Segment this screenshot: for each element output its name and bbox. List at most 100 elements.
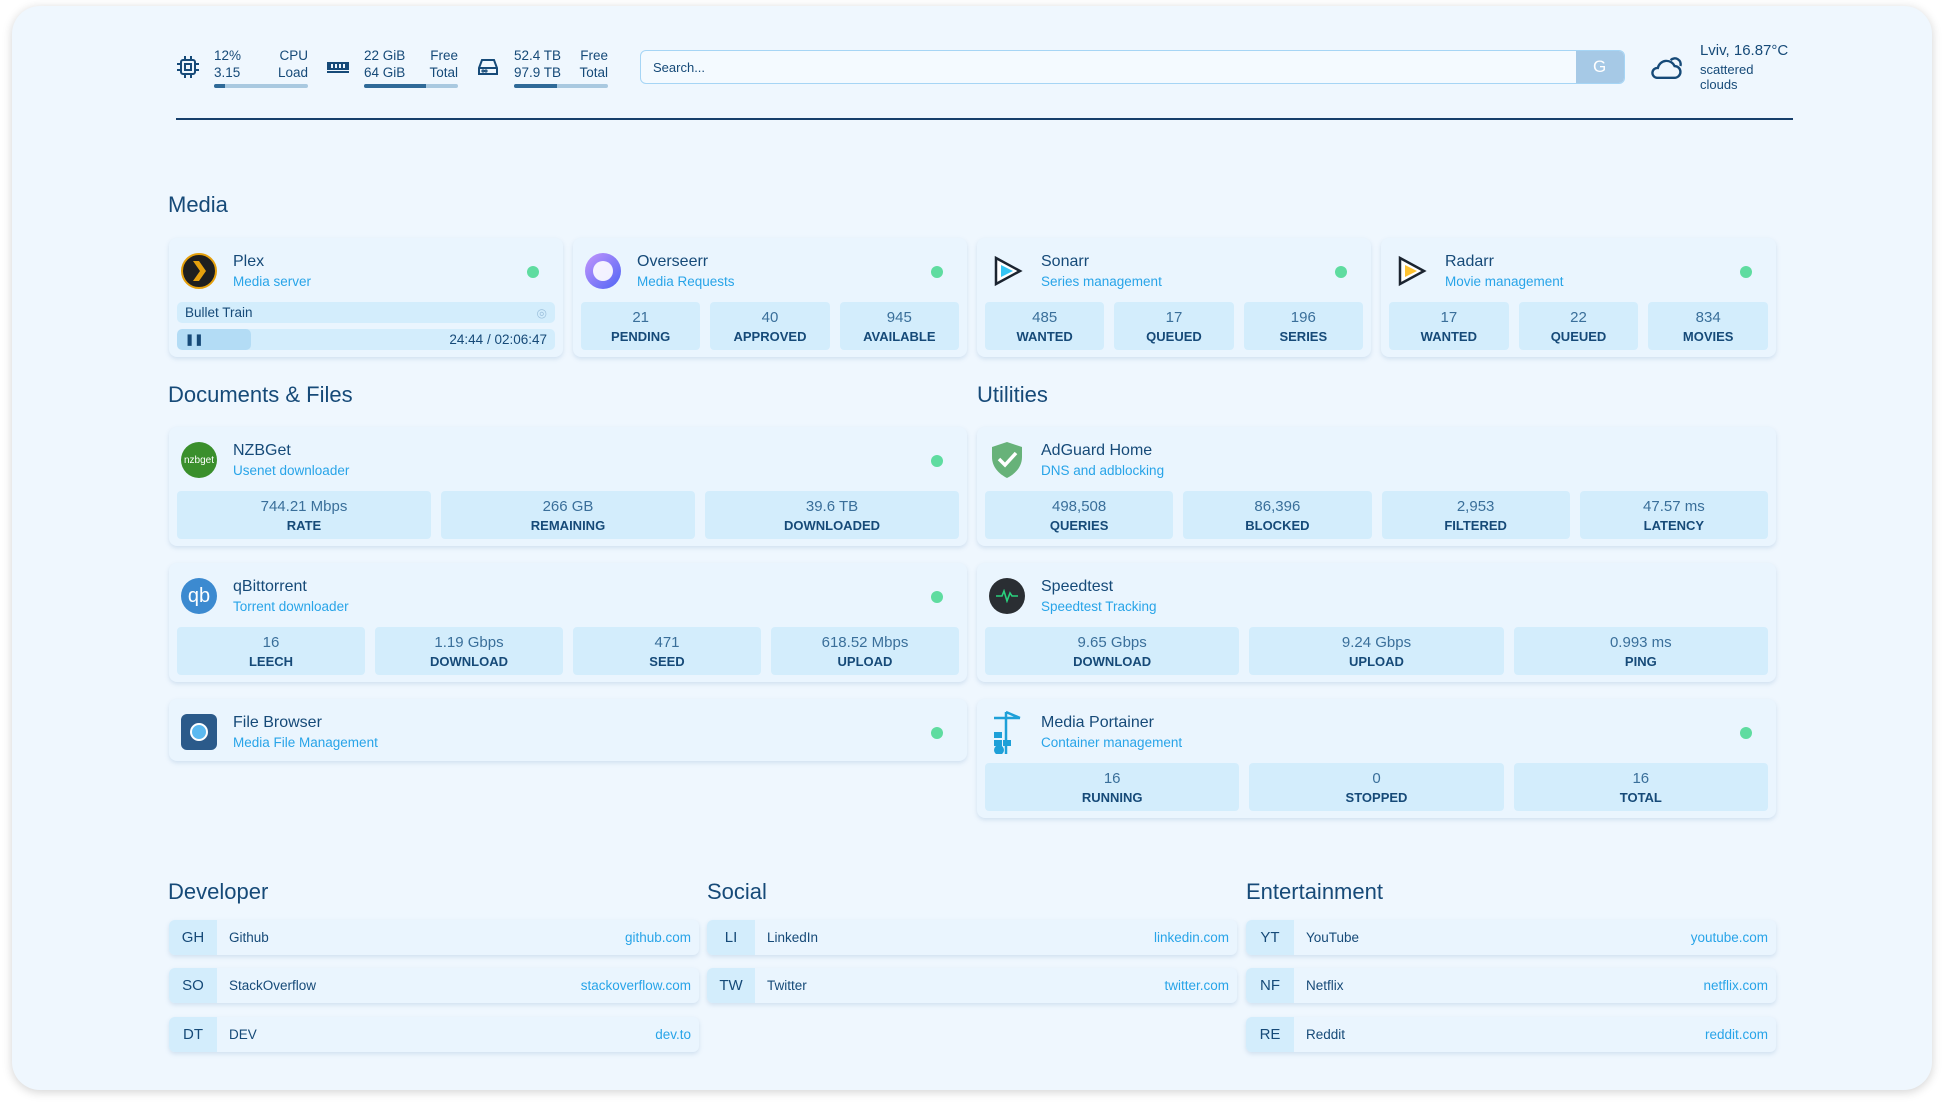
bookmark-netflix[interactable]: NF Netflix netflix.com <box>1246 968 1776 1003</box>
service-title: Radarr <box>1445 253 1494 270</box>
pause-icon[interactable]: ❚❚ <box>185 334 204 346</box>
resource-label: Free <box>580 47 608 63</box>
service-card-nzbget[interactable]: nzbget NZBGet Usenet downloader 744.21 Mb… <box>169 427 967 546</box>
stat-value: 618.52 Mbps <box>821 634 909 651</box>
status-dot <box>931 266 943 278</box>
stat-value: 834 <box>1695 309 1721 326</box>
bookmark-url[interactable]: dev.to <box>655 1027 691 1042</box>
status-dot <box>931 591 943 603</box>
service-card-overseerr[interactable]: Overseerr Media Requests 21 PENDING 40 APPRO… <box>573 238 967 357</box>
stat-block: 945 AVAILABLE <box>839 302 959 350</box>
stat-block: 471 SEED <box>573 627 761 675</box>
service-card-speedtest[interactable]: Speedtest Speedtest Tracking 9.65 Gbps DOW… <box>977 563 1776 682</box>
stat-label: FILTERED <box>1444 518 1507 533</box>
service-subtitle: Torrent downloader <box>233 599 349 614</box>
resource-row: 97.9 TB Total <box>514 64 608 81</box>
status-dot <box>931 455 943 467</box>
service-card-portainer[interactable]: Media Portainer Container management 16 RU… <box>977 699 1776 818</box>
resource-value: 97.9 TB <box>514 64 562 80</box>
service-stats: 9.65 Gbps DOWNLOAD 9.24 Gbps UPLOAD 0.993 ms… <box>985 627 1768 675</box>
bookmark-youtube[interactable]: YT YouTube youtube.com <box>1246 920 1776 955</box>
section-heading-media: Media <box>168 192 228 217</box>
stat-label: DOWNLOAD <box>1073 654 1152 669</box>
weather-widget: Lviv, 16.87°C scattered clouds <box>1649 42 1793 92</box>
speedtest-pulse-icon <box>989 578 1025 614</box>
service-card-qbittorrent[interactable]: qb qBittorrent Torrent downloader 16 LEECH… <box>169 563 967 682</box>
status-dot <box>931 727 943 739</box>
service-subtitle: Container management <box>1041 735 1183 750</box>
stat-value: 266 GB <box>542 498 594 515</box>
stat-label: LATENCY <box>1643 518 1705 533</box>
stat-block: 16 TOTAL <box>1513 763 1768 811</box>
bookmark-url[interactable]: netflix.com <box>1703 978 1768 993</box>
service-header: nzbget NZBGet Usenet downloader <box>177 435 959 485</box>
status-dot <box>1740 266 1752 278</box>
bookmark-url[interactable]: stackoverflow.com <box>580 978 691 993</box>
resource-values: 22 GiB Free 64 GiB Total <box>364 47 458 88</box>
service-card-filebrowser[interactable]: File Browser Media File Management <box>169 699 967 761</box>
bookmark-linkedin[interactable]: LI LinkedIn linkedin.com <box>707 920 1237 955</box>
service-card-adguard[interactable]: AdGuard Home DNS and adblocking 498,508 QU… <box>977 427 1776 546</box>
bookmark-dev[interactable]: DT DEV dev.to <box>169 1017 699 1052</box>
adguard-shield-icon <box>989 442 1025 478</box>
section-heading-social: Social <box>707 879 767 904</box>
usage-bar <box>214 83 308 88</box>
stat-block: 17 WANTED <box>1389 302 1509 350</box>
qbittorrent-logo-icon: qb <box>181 578 217 614</box>
stat-block: 39.6 TB DOWNLOADED <box>705 491 959 539</box>
plex-logo-icon <box>181 253 217 289</box>
resource-values: 12% CPU 3.15 Load <box>214 47 308 88</box>
stat-value: 39.6 TB <box>805 498 859 515</box>
stat-label: QUEUED <box>1146 329 1202 344</box>
bookmark-twitter[interactable]: TW Twitter twitter.com <box>707 968 1237 1003</box>
service-card-radarr[interactable]: Radarr Movie management 17 WANTED 22 QUEUED 8… <box>1381 238 1776 357</box>
bookmark-reddit[interactable]: RE Reddit reddit.com <box>1246 1017 1776 1052</box>
stat-block: 86,396 BLOCKED <box>1183 491 1372 539</box>
stat-value: 485 <box>1032 309 1058 326</box>
status-dot <box>1740 727 1752 739</box>
section-heading-utilities: Utilities <box>977 382 1048 407</box>
stat-block: 17 QUEUED <box>1114 302 1234 350</box>
stat-value: 2,953 <box>1456 498 1495 515</box>
bookmark-url[interactable]: youtube.com <box>1690 930 1768 945</box>
stat-value: 744.21 Mbps <box>260 498 348 515</box>
stat-value: 471 <box>654 634 680 651</box>
bookmark-name: StackOverflow <box>229 978 317 993</box>
stat-label: WANTED <box>1016 329 1073 344</box>
bookmark-url[interactable]: twitter.com <box>1164 978 1229 993</box>
bookmark-url[interactable]: reddit.com <box>1704 1027 1768 1042</box>
service-card-sonarr[interactable]: Sonarr Series management 485 WANTED 17 QUEUE… <box>977 238 1371 357</box>
cpu-icon <box>176 55 200 79</box>
resource-0: 12% CPU 3.15 Load <box>176 47 308 88</box>
playback-progress[interactable]: ❚❚ 24:44 / 02:06:47 <box>177 329 555 350</box>
bookmark-stackoverflow[interactable]: SO StackOverflow stackoverflow.com <box>169 968 699 1003</box>
resource-value: 52.4 TB <box>514 47 562 63</box>
bookmark-name: LinkedIn <box>767 930 819 945</box>
stat-label: SEED <box>649 654 685 669</box>
stat-value: 17 <box>1165 309 1183 326</box>
stat-block: 0.993 ms PING <box>1513 627 1768 675</box>
search-provider-button[interactable]: G <box>1575 51 1624 83</box>
weather-location-temp: Lviv, 16.87°C <box>1699 42 1789 59</box>
search-input[interactable] <box>641 59 1576 75</box>
stat-block: 16 RUNNING <box>985 763 1240 811</box>
bookmark-github[interactable]: GH Github github.com <box>169 920 699 955</box>
bookmark-abbr: NF <box>1246 968 1294 1003</box>
stat-value: 17 <box>1440 309 1458 326</box>
memory-icon <box>326 55 350 79</box>
service-header: Speedtest Speedtest Tracking <box>985 571 1768 621</box>
nzbget-logo-icon: nzbget <box>181 442 217 478</box>
usage-bar <box>364 83 458 88</box>
top-bar: 12% CPU 3.15 Load 22 GiB Free 64 GiB Total 5… <box>176 42 1793 92</box>
stat-value: 22 <box>1570 309 1587 326</box>
search-box[interactable]: G <box>640 50 1625 84</box>
service-card-plex[interactable]: Plex Media server Bullet Train ◎ ❚❚ 24:44 /… <box>169 238 563 357</box>
stat-label: QUERIES <box>1049 518 1109 533</box>
stat-label: MOVIES <box>1682 329 1734 344</box>
bookmark-name: Reddit <box>1306 1027 1346 1042</box>
stat-value: 40 <box>761 309 779 326</box>
bookmark-url[interactable]: github.com <box>624 930 691 945</box>
progress-fill <box>177 329 251 350</box>
bookmark-url[interactable]: linkedin.com <box>1153 930 1229 945</box>
dashboard: 12% CPU 3.15 Load 22 GiB Free 64 GiB Total 5… <box>12 6 1932 1090</box>
